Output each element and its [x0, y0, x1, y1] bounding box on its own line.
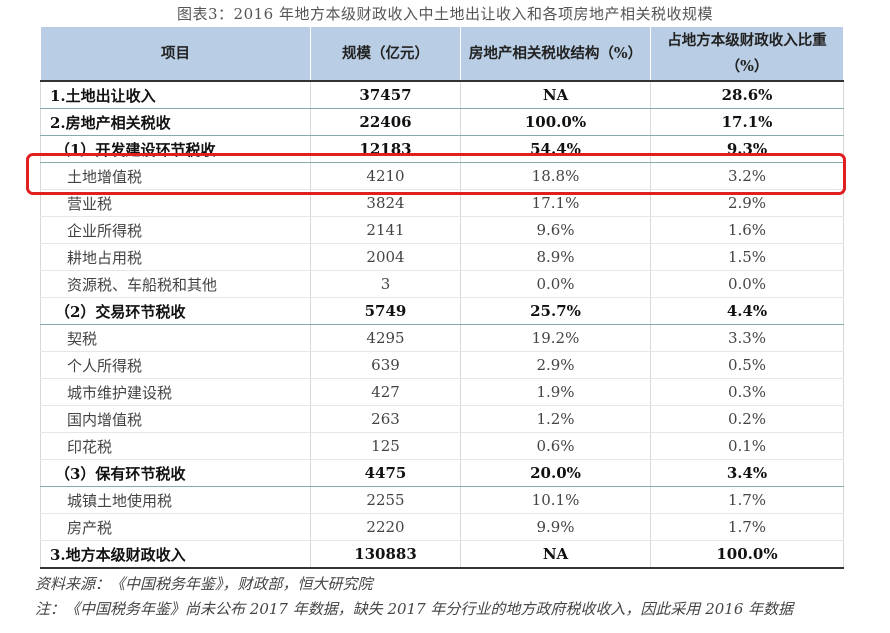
cell-scale: 4475	[310, 459, 461, 487]
cell-item: 国内增值税	[40, 405, 311, 433]
cell-scale: 4210	[310, 162, 461, 190]
cell-item: （3）保有环节税收	[40, 459, 311, 487]
cell-structure: 2.9%	[460, 351, 651, 379]
cell-structure: 9.9%	[460, 513, 651, 541]
cell-scale: 37457	[310, 81, 461, 109]
tax-revenue-table: 项目 规模（亿元） 房地产相关税收结构（%） 占地方本级财政收入比重（%） 1.…	[40, 27, 844, 569]
cell-scale: 427	[310, 378, 461, 406]
cell-item: 土地增值税	[40, 162, 311, 190]
cell-share: 100.0%	[650, 540, 844, 569]
table-row: 企业所得税 2141 9.6% 1.6%	[40, 216, 844, 244]
cell-scale: 263	[310, 405, 461, 433]
cell-structure: 9.6%	[460, 216, 651, 244]
cell-share: 1.5%	[650, 243, 844, 271]
table-row: 契税 4295 19.2% 3.3%	[40, 324, 844, 352]
header-item: 项目	[40, 27, 311, 82]
cell-structure: NA	[460, 81, 651, 109]
table-header-row: 项目 规模（亿元） 房地产相关税收结构（%） 占地方本级财政收入比重（%）	[40, 27, 844, 82]
cell-share: 0.3%	[650, 378, 844, 406]
cell-share: 0.5%	[650, 351, 844, 379]
cell-structure: 18.8%	[460, 162, 651, 190]
cell-share: 3.3%	[650, 324, 844, 352]
cell-scale: 2004	[310, 243, 461, 271]
cell-item: 个人所得税	[40, 351, 311, 379]
cell-structure: 0.0%	[460, 270, 651, 298]
cell-scale: 130883	[310, 540, 461, 569]
header-structure: 房地产相关税收结构（%）	[460, 27, 651, 82]
cell-share: 3.4%	[650, 459, 844, 487]
cell-share: 0.1%	[650, 432, 844, 460]
table-row: 资源税、车船税和其他 3 0.0% 0.0%	[40, 270, 844, 298]
table-row: 城市维护建设税 427 1.9% 0.3%	[40, 378, 844, 406]
cell-structure: 100.0%	[460, 108, 651, 136]
cell-structure: 19.2%	[460, 324, 651, 352]
cell-structure: 54.4%	[460, 135, 651, 163]
table-row: 印花税 125 0.6% 0.1%	[40, 432, 844, 460]
table-row: （3）保有环节税收 4475 20.0% 3.4%	[40, 459, 844, 487]
table-body: 1.土地出让收入 37457 NA 28.6% 2.房地产相关税收 22406 100.0%…	[40, 81, 844, 569]
cell-structure: 25.7%	[460, 297, 651, 325]
cell-structure: 10.1%	[460, 486, 651, 514]
cell-structure: NA	[460, 540, 651, 569]
cell-item: 2.房地产相关税收	[40, 108, 311, 136]
table-row: 耕地占用税 2004 8.9% 1.5%	[40, 243, 844, 271]
cell-scale: 2220	[310, 513, 461, 541]
cell-share: 17.1%	[650, 108, 844, 136]
table-row: 房产税 2220 9.9% 1.7%	[40, 513, 844, 541]
table-row: 1.土地出让收入 37457 NA 28.6%	[40, 81, 844, 109]
table-row: 个人所得税 639 2.9% 0.5%	[40, 351, 844, 379]
cell-structure: 20.0%	[460, 459, 651, 487]
cell-share: 0.2%	[650, 405, 844, 433]
highlight-box	[26, 153, 846, 195]
table-row: 2.房地产相关税收 22406 100.0% 17.1%	[40, 108, 844, 136]
cell-share: 0.0%	[650, 270, 844, 298]
table-row: 3.地方本级财政收入 130883 NA 100.0%	[40, 540, 844, 569]
cell-structure: 8.9%	[460, 243, 651, 271]
cell-scale: 4295	[310, 324, 461, 352]
cell-share: 1.7%	[650, 486, 844, 514]
cell-share: 28.6%	[650, 81, 844, 109]
cell-share: 1.7%	[650, 513, 844, 541]
cell-share: 1.6%	[650, 216, 844, 244]
cell-item: 房产税	[40, 513, 311, 541]
cell-item: 城市维护建设税	[40, 378, 311, 406]
cell-structure: 1.9%	[460, 378, 651, 406]
table-row: 土地增值税 4210 18.8% 3.2%	[40, 162, 844, 190]
cell-item: 资源税、车船税和其他	[40, 270, 311, 298]
table-row: （2）交易环节税收 5749 25.7% 4.4%	[40, 297, 844, 325]
cell-scale: 125	[310, 432, 461, 460]
header-scale: 规模（亿元）	[310, 27, 461, 82]
cell-item: 3.地方本级财政收入	[40, 540, 311, 569]
cell-item: （2）交易环节税收	[40, 297, 311, 325]
cell-item: 耕地占用税	[40, 243, 311, 271]
source-note: 资料来源：《中国税务年鉴》，财政部，恒大研究院	[35, 575, 373, 593]
cell-share: 4.4%	[650, 297, 844, 325]
cell-scale: 639	[310, 351, 461, 379]
cell-scale: 2255	[310, 486, 461, 514]
cell-item: 1.土地出让收入	[40, 81, 311, 109]
cell-structure: 1.2%	[460, 405, 651, 433]
cell-scale: 5749	[310, 297, 461, 325]
cell-scale: 22406	[310, 108, 461, 136]
table-row: 国内增值税 263 1.2% 0.2%	[40, 405, 844, 433]
header-share: 占地方本级财政收入比重（%）	[650, 27, 844, 82]
cell-scale: 2141	[310, 216, 461, 244]
cell-item: 城镇土地使用税	[40, 486, 311, 514]
cell-item: 契税	[40, 324, 311, 352]
cell-scale: 3	[310, 270, 461, 298]
table-caption: 图表3：2016 年地方本级财政收入中土地出让收入和各项房地产相关税收规模	[177, 5, 713, 23]
cell-share: 3.2%	[650, 162, 844, 190]
footnote: 注：《中国税务年鉴》尚未公布 2017 年数据，缺失 2017 年分行业的地方政…	[35, 600, 794, 618]
table-row: 城镇土地使用税 2255 10.1% 1.7%	[40, 486, 844, 514]
cell-item: 印花税	[40, 432, 311, 460]
cell-share: 9.3%	[650, 135, 844, 163]
cell-structure: 0.6%	[460, 432, 651, 460]
cell-item: 企业所得税	[40, 216, 311, 244]
